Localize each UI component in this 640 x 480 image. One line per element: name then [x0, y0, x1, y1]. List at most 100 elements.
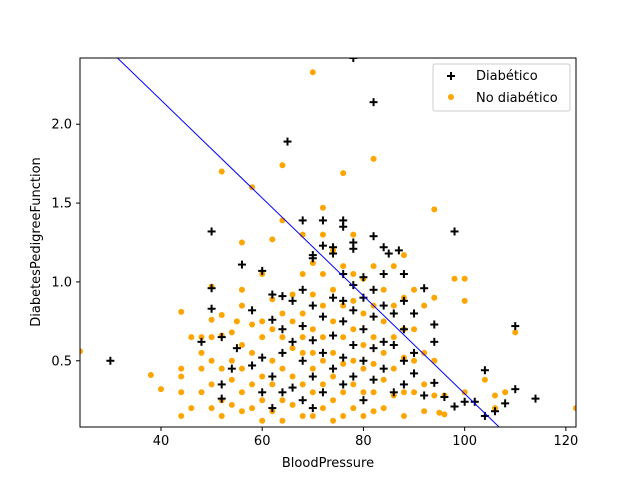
point-no-diabetico: [249, 405, 256, 412]
plot-background: [80, 58, 576, 427]
point-diabetico: [278, 388, 287, 397]
decision-line: [117, 58, 500, 427]
point-diabetico: [511, 322, 520, 331]
point-diabetico: [410, 309, 419, 318]
point-no-diabetico: [299, 381, 306, 388]
point-no-diabetico: [259, 417, 266, 424]
point-no-diabetico: [309, 69, 316, 76]
point-no-diabetico: [259, 397, 266, 404]
point-diabetico: [410, 348, 419, 357]
point-no-diabetico: [411, 357, 418, 364]
point-no-diabetico: [208, 357, 215, 364]
point-diabetico: [207, 284, 216, 293]
point-diabetico: [359, 293, 368, 302]
point-no-diabetico: [249, 321, 256, 328]
point-diabetico: [329, 364, 338, 373]
point-diabetico: [339, 296, 348, 305]
point-diabetico: [308, 301, 317, 310]
point-diabetico: [511, 385, 520, 394]
point-no-diabetico: [350, 405, 357, 412]
point-diabetico: [318, 216, 327, 225]
point-diabetico: [470, 397, 479, 406]
point-no-diabetico: [421, 349, 428, 356]
point-no-diabetico: [233, 318, 240, 325]
point-no-diabetico: [350, 231, 357, 238]
point-no-diabetico: [380, 286, 387, 293]
point-diabetico: [420, 284, 429, 293]
point-diabetico: [430, 320, 439, 329]
point-diabetico: [369, 312, 378, 321]
point-diabetico: [450, 227, 459, 236]
legend-box: [432, 63, 571, 112]
point-no-diabetico: [431, 392, 438, 399]
point-diabetico: [248, 361, 257, 370]
point-no-diabetico: [269, 326, 276, 333]
point-diabetico: [197, 337, 206, 346]
point-no-diabetico: [330, 417, 337, 424]
point-no-diabetico: [289, 373, 296, 380]
point-no-diabetico: [259, 373, 266, 380]
point-diabetico: [430, 378, 439, 387]
plot-frame: [79, 57, 577, 428]
point-diabetico: [410, 369, 419, 378]
point-diabetico: [217, 333, 226, 342]
point-no-diabetico: [340, 170, 347, 177]
point-no-diabetico: [238, 365, 245, 372]
point-no-diabetico: [238, 302, 245, 309]
point-diabetico: [308, 254, 317, 263]
point-no-diabetico: [279, 417, 286, 424]
point-no-diabetico: [319, 204, 326, 211]
point-no-diabetico: [238, 342, 245, 348]
point-diabetico: [394, 246, 403, 255]
point-no-diabetico: [390, 302, 397, 309]
point-diabetico: [318, 241, 327, 250]
point-no-diabetico: [340, 389, 347, 396]
point-no-diabetico: [309, 349, 316, 356]
point-diabetico: [298, 322, 307, 331]
point-no-diabetico: [461, 297, 468, 304]
point-diabetico: [248, 306, 257, 315]
point-diabetico: [318, 388, 327, 397]
legend-label-no-diabetico: No diabético: [476, 91, 558, 106]
point-diabetico: [106, 356, 115, 365]
point-diabetico: [217, 394, 226, 403]
point-diabetico: [359, 325, 368, 334]
point-diabetico: [349, 372, 358, 381]
point-no-diabetico: [249, 381, 256, 388]
point-no-diabetico: [340, 360, 347, 367]
point-diabetico: [268, 404, 277, 413]
point-no-diabetico: [249, 349, 256, 356]
point-no-diabetico: [421, 302, 428, 309]
point-diabetico: [288, 383, 297, 392]
point-no-diabetico: [299, 412, 306, 419]
point-no-diabetico: [309, 326, 316, 333]
point-diabetico: [480, 366, 489, 375]
point-diabetico: [298, 285, 307, 294]
point-diabetico: [369, 232, 378, 241]
point-no-diabetico: [279, 217, 286, 224]
point-no-diabetico: [319, 271, 326, 278]
point-no-diabetico: [269, 357, 276, 364]
point-no-diabetico: [330, 349, 337, 356]
point-diabetico: [369, 344, 378, 353]
point-no-diabetico: [178, 308, 185, 315]
point-no-diabetico: [309, 260, 316, 266]
decision-boundary: [117, 58, 500, 427]
x-tick-label: 120: [553, 434, 578, 449]
point-diabetico: [359, 396, 368, 405]
point-diabetico: [339, 353, 348, 362]
point-no-diabetico: [218, 312, 225, 319]
x-axis-ticks: 40 60 80 100 120: [153, 427, 578, 449]
point-no-diabetico: [198, 365, 205, 372]
point-no-diabetico: [350, 357, 357, 364]
point-diabetico: [298, 356, 307, 365]
point-no-diabetico: [279, 397, 286, 404]
point-diabetico: [379, 270, 388, 279]
point-no-diabetico: [319, 334, 326, 341]
legend-marker-no-diabetico: [448, 94, 454, 100]
point-no-diabetico: [431, 294, 438, 301]
point-no-diabetico: [380, 405, 387, 412]
point-no-diabetico: [289, 401, 296, 408]
point-no-diabetico: [370, 408, 377, 415]
